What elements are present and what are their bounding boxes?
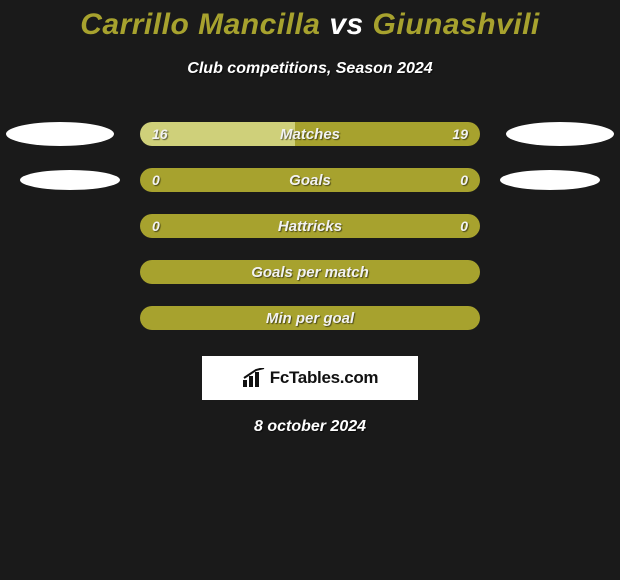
player1-avatar-placeholder [6,122,114,146]
date-label: 8 october 2024 [0,418,620,436]
stat-value-left: 0 [152,172,160,188]
stat-bar: Goals per match [140,260,480,284]
title-player1: Carrillo Mancilla [80,8,320,41]
stat-label: Matches [280,126,340,143]
stat-value-left: 16 [152,126,168,142]
stat-bar: 0 0 Goals [140,168,480,192]
logo-text: FcTables.com [270,368,379,388]
player1-avatar-placeholder [20,170,120,190]
stat-row: 0 0 Goals [0,168,620,192]
stat-value-right: 0 [460,218,468,234]
player2-avatar-placeholder [506,122,614,146]
stat-value-right: 19 [452,126,468,142]
subtitle: Club competitions, Season 2024 [0,60,620,78]
infographic-container: Carrillo Mancilla vs Giunashvili Club co… [0,0,620,436]
stat-row: 16 19 Matches [0,122,620,146]
stat-row: Min per goal [0,306,620,330]
stat-bar: Min per goal [140,306,480,330]
stat-rows: 16 19 Matches 0 0 Goals 0 0 Hattricks Goals per m… [0,122,620,330]
stat-label: Goals per match [251,264,369,281]
stat-value-right: 0 [460,172,468,188]
chart-icon [242,368,266,388]
page-title: Carrillo Mancilla vs Giunashvili [0,8,620,42]
stat-label: Goals [289,172,331,189]
stat-value-left: 0 [152,218,160,234]
title-player2: Giunashvili [373,8,540,41]
stat-label: Min per goal [266,310,354,327]
stat-label: Hattricks [278,218,342,235]
title-vs: vs [329,8,363,41]
logo-box[interactable]: FcTables.com [202,356,418,400]
stat-bar: 16 19 Matches [140,122,480,146]
stat-bar: 0 0 Hattricks [140,214,480,238]
stat-row: Goals per match [0,260,620,284]
stat-row: 0 0 Hattricks [0,214,620,238]
player2-avatar-placeholder [500,170,600,190]
